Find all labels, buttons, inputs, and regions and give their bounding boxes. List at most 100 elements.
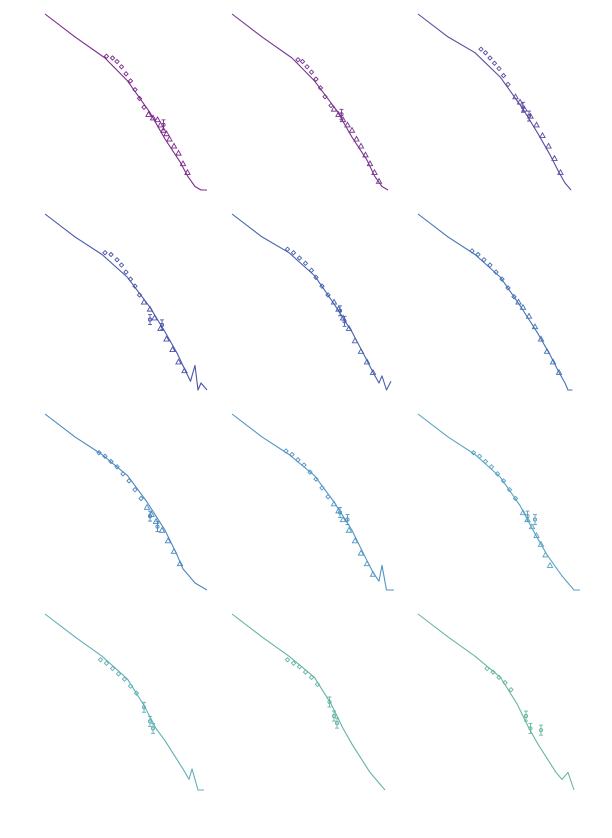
triangle-marker	[516, 98, 524, 105]
errorbar-marker	[155, 521, 160, 533]
diamond-marker	[115, 671, 122, 677]
triangle-marker	[149, 114, 157, 121]
diamond-marker	[500, 72, 507, 79]
triangle-marker	[145, 110, 152, 117]
diamond-marker	[109, 665, 116, 672]
triangle-marker	[344, 121, 351, 128]
diamond-marker	[469, 248, 475, 254]
triangle-marker	[176, 560, 184, 567]
diamond-marker	[302, 669, 309, 675]
chart-panel-4	[44, 213, 208, 391]
errorbar-marker	[342, 315, 347, 327]
model-curve	[231, 413, 394, 591]
diamond-marker	[476, 453, 483, 459]
triangle-marker	[362, 151, 369, 158]
triangle-marker	[143, 503, 151, 510]
triangle-marker	[533, 121, 540, 128]
triangle-marker	[537, 540, 545, 547]
diamond-marker	[512, 495, 519, 502]
errorbar-marker	[525, 510, 530, 522]
diamond-marker	[494, 471, 501, 477]
triangle-marker	[533, 531, 540, 538]
triangle-marker	[369, 570, 377, 577]
diamond-marker	[114, 58, 120, 65]
chart-panel-6	[417, 213, 573, 391]
diamond-marker	[290, 660, 297, 667]
chart-panel-2	[231, 13, 389, 191]
triangle-marker	[179, 160, 187, 167]
triangle-marker	[357, 549, 365, 556]
triangle-marker	[158, 526, 166, 533]
errorbar-marker	[141, 701, 147, 713]
diamond-marker	[307, 469, 313, 475]
triangle-marker	[545, 142, 552, 149]
diamond-marker	[481, 257, 487, 263]
triangle-marker	[146, 305, 154, 312]
diamond-marker	[313, 476, 319, 482]
chart-panel-3	[417, 13, 572, 191]
diamond-marker	[496, 674, 502, 681]
diamond-marker	[308, 674, 315, 681]
diamond-marker	[308, 69, 315, 75]
model-curve	[417, 213, 573, 391]
diamond-marker	[132, 283, 138, 289]
triangle-marker	[512, 93, 519, 100]
triangle-marker	[353, 135, 360, 142]
chart-panel-9	[417, 413, 580, 591]
triangle-marker	[351, 337, 359, 344]
errorbar-marker	[339, 108, 344, 120]
diamond-marker	[482, 458, 489, 465]
triangle-marker	[357, 347, 365, 354]
triangle-marker	[175, 358, 182, 365]
errorbar-marker	[532, 514, 538, 526]
diamond-marker	[496, 65, 502, 72]
diamond-marker	[325, 493, 331, 500]
triangle-marker	[537, 335, 545, 342]
triangle-marker	[363, 358, 371, 365]
diamond-marker	[308, 267, 315, 274]
diamond-marker	[487, 262, 493, 268]
diamond-marker	[505, 285, 511, 291]
triangle-marker	[140, 298, 148, 305]
model-curve	[44, 413, 208, 591]
diamond-marker	[126, 478, 132, 484]
triangle-marker	[170, 547, 178, 554]
diamond-marker	[325, 292, 331, 298]
errorbar-marker	[337, 305, 343, 317]
diamond-marker	[500, 478, 507, 484]
triangle-marker	[371, 168, 378, 175]
diamond-marker	[511, 293, 517, 300]
diamond-marker	[502, 679, 508, 686]
triangle-marker	[184, 168, 191, 175]
chart-panel-11	[231, 613, 386, 791]
diamond-marker	[284, 246, 291, 252]
triangle-marker	[375, 177, 383, 184]
triangle-marker	[348, 126, 356, 133]
diamond-marker	[133, 690, 140, 696]
model-curve	[44, 613, 204, 791]
diamond-marker	[136, 95, 143, 102]
diamond-marker	[96, 449, 102, 456]
diamond-marker	[109, 55, 116, 61]
triangle-marker	[515, 298, 522, 305]
model-curve	[417, 413, 580, 591]
triangle-marker	[330, 500, 338, 507]
diamond-marker	[121, 676, 128, 682]
diamond-marker	[505, 81, 511, 88]
triangle-marker	[542, 551, 549, 558]
triangle-marker	[166, 135, 173, 142]
diamond-marker	[120, 471, 126, 477]
triangle-marker	[163, 335, 170, 342]
errorbar-marker	[150, 722, 156, 734]
errorbar-marker	[345, 514, 350, 526]
diamond-marker	[102, 249, 108, 256]
triangle-marker	[555, 368, 563, 375]
triangle-marker	[330, 298, 338, 305]
triangle-marker	[546, 561, 554, 568]
model-curve	[231, 613, 386, 791]
diamond-marker	[491, 60, 498, 67]
triangle-marker	[551, 154, 558, 161]
triangle-marker	[345, 324, 353, 331]
model-curve	[417, 613, 575, 791]
